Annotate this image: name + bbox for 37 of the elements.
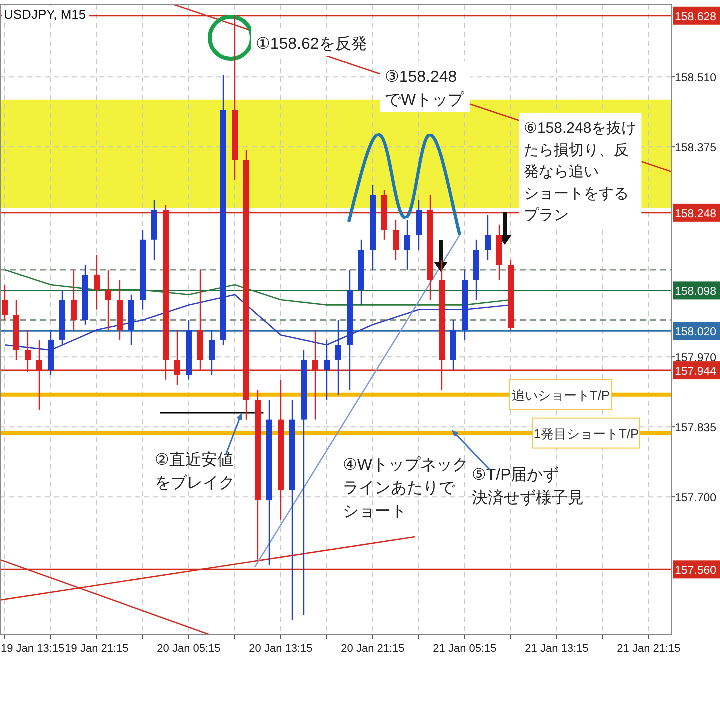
annotation: ⑥158.248を抜けたら損切り、反発なら追いショートをするプラン — [524, 120, 637, 224]
ref-line-label: 158.628 — [675, 11, 717, 24]
y-tick-label: 158.510 — [675, 72, 717, 85]
ref-line-label: 追いショートT/P — [512, 388, 610, 403]
annotation: ①158.62を反発 — [256, 35, 368, 53]
candlestick — [70, 269, 77, 331]
annotation: ⑤T/P届かず決済せず様子見 — [472, 466, 584, 508]
candlestick — [335, 320, 342, 396]
candlestick — [392, 220, 399, 261]
candlestick — [404, 220, 410, 271]
candlestick — [94, 254, 100, 310]
y-tick-label: 157.835 — [675, 422, 717, 435]
annotation: ②直近安値をブレイク — [155, 451, 235, 492]
y-tick-label: 158.375 — [675, 142, 717, 155]
ref-line-label: 158.098 — [675, 286, 717, 298]
ref-line-label: 158.248 — [675, 208, 717, 220]
candlestick — [484, 214, 491, 261]
x-tick-label: 21 Jan 21:15 — [617, 643, 681, 655]
x-tick-label: 21 Jan 13:15 — [525, 643, 589, 655]
x-tick-label: 20 Jan 13:15 — [249, 643, 313, 655]
ref-line-label: 1発目ショートT/P — [534, 426, 640, 442]
candlestick — [208, 330, 215, 376]
x-tick-label: 19 Jan 13:15 — [1, 643, 65, 655]
x-tick-label: 21 Jan 05:15 — [433, 643, 497, 655]
annotation: ③158.248でWトップ — [385, 69, 466, 110]
ref-line-label: 157.944 — [675, 366, 718, 378]
x-tick-label: 19 Jan 21:15 — [65, 643, 129, 655]
candlestick — [2, 284, 8, 321]
x-tick-label: 20 Jan 21:15 — [341, 643, 405, 655]
candlestick — [324, 339, 330, 401]
x-tick-label: 20 Jan 05:15 — [157, 643, 221, 655]
ref-line-label: 158.020 — [675, 326, 717, 339]
chart-title: USDJPY, M15 — [4, 7, 86, 22]
annotation: ④Wトップネックラインあたりでショート — [343, 456, 468, 520]
ref-line-label: 157.560 — [675, 565, 717, 578]
candlestick — [105, 269, 112, 331]
y-tick-label: 157.700 — [675, 492, 717, 505]
